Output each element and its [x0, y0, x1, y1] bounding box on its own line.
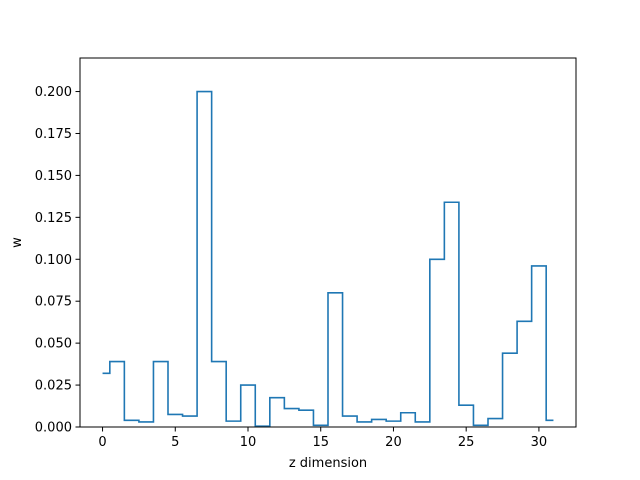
x-tick-label: 20: [385, 435, 402, 450]
y-axis-label: w: [10, 237, 25, 248]
y-tick-label: 0.075: [35, 295, 72, 310]
y-tick-label: 0.100: [35, 253, 72, 268]
step-line: [102, 90, 554, 427]
x-axis-ticks: 0 5 10 15 20 25 30: [98, 427, 547, 450]
y-tick-label: 0.150: [35, 169, 72, 184]
y-tick-label: 0.175: [35, 127, 72, 142]
x-tick-label: 15: [312, 435, 329, 450]
y-axis-ticks: 0.000 0.025 0.050 0.075 0.100 0.125 0.150 0.175…: [35, 85, 80, 436]
x-tick-label: 0: [98, 435, 106, 450]
x-tick-label: 5: [171, 435, 179, 450]
x-tick-label: 10: [240, 435, 257, 450]
y-tick-label: 0.125: [35, 211, 72, 226]
y-tick-label: 0.000: [35, 421, 72, 436]
plot-frame: [79, 57, 577, 428]
y-tick-label: 0.025: [35, 379, 72, 394]
x-axis-label: z dimension: [289, 456, 367, 471]
x-tick-label: 25: [458, 435, 475, 450]
x-tick-label: 30: [531, 435, 548, 450]
y-tick-label: 0.050: [35, 337, 72, 352]
y-tick-label: 0.200: [35, 85, 72, 100]
